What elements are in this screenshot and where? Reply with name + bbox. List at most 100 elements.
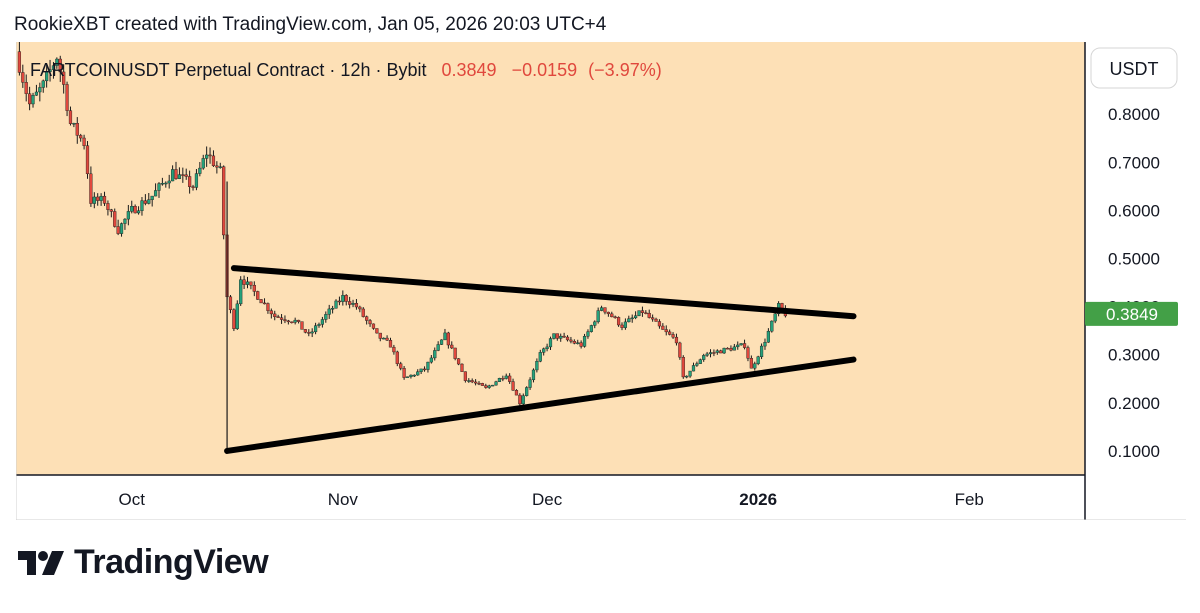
candle-body — [446, 332, 450, 346]
candle-body — [106, 203, 110, 210]
candle-body — [249, 281, 253, 286]
candle-body — [773, 313, 777, 322]
candle-body — [548, 338, 553, 348]
candle-body — [113, 211, 117, 227]
candle-body — [136, 210, 141, 214]
candle-body — [324, 314, 328, 320]
time-axis[interactable] — [16, 475, 1085, 520]
candle-body — [21, 72, 25, 83]
currency-button[interactable]: USDT — [1090, 47, 1178, 89]
candle-body — [68, 110, 73, 124]
candle-body — [72, 123, 76, 125]
plot-background[interactable] — [16, 42, 1085, 475]
candle-body — [691, 365, 696, 372]
candle-body — [698, 359, 702, 364]
candle-body — [164, 182, 168, 185]
candle-body — [725, 347, 730, 350]
candle-body — [433, 350, 437, 359]
candle-body — [51, 65, 56, 70]
candle-body — [419, 368, 423, 372]
candle-body — [296, 319, 301, 322]
candle-body — [41, 80, 45, 88]
candle-body — [729, 348, 733, 351]
candle-body — [525, 387, 529, 396]
candle-body — [562, 335, 566, 338]
candle-body — [188, 176, 192, 187]
candle-body — [310, 331, 314, 334]
time-tick-label: Nov — [328, 490, 359, 509]
candle-body — [293, 319, 297, 323]
trendline-lower[interactable] — [224, 356, 857, 454]
candle-body — [623, 321, 627, 328]
candle-body — [429, 357, 433, 363]
candle-body — [739, 343, 743, 346]
candle-body — [133, 206, 137, 214]
candle-body — [344, 295, 348, 302]
candle-body — [205, 154, 209, 159]
candle-body — [320, 319, 325, 325]
candle-body — [484, 385, 488, 388]
candle-body — [177, 174, 182, 179]
candle-body — [48, 69, 52, 73]
candle-body — [545, 346, 549, 350]
price-chart[interactable]: 0.10000.20000.30000.40000.50000.60000.70… — [16, 42, 1186, 520]
chart-legend: FARTCOINUSDT Perpetual Contract · 12h · … — [30, 60, 662, 80]
candle-body — [579, 342, 583, 347]
candle-body — [616, 317, 621, 326]
candle-body — [467, 380, 471, 382]
candle-body — [610, 313, 614, 318]
candle-body — [174, 169, 178, 179]
candle-body — [409, 374, 413, 377]
author-header: RookieXBT created with TradingView.com, … — [14, 14, 607, 35]
candle-body — [634, 315, 638, 319]
candle-body — [28, 93, 32, 105]
candle-body — [521, 395, 525, 405]
candle-body — [613, 316, 617, 319]
candle-body — [361, 308, 365, 317]
candle-body — [228, 296, 233, 310]
candle-body — [143, 200, 147, 204]
candle-body — [211, 155, 216, 167]
candle-body — [651, 317, 655, 320]
candle-body — [596, 310, 600, 323]
candle-body — [668, 331, 672, 335]
candle-body — [654, 318, 658, 322]
candle-body — [130, 206, 134, 212]
candle-body — [55, 58, 59, 66]
candle-body — [708, 352, 713, 355]
candle-body — [453, 347, 457, 359]
candle-body — [753, 363, 757, 369]
candle-body — [606, 311, 610, 315]
trendline-upper[interactable] — [230, 265, 857, 320]
candle-body — [358, 306, 362, 310]
candle-body — [378, 332, 382, 339]
candle-body — [657, 321, 662, 327]
candle-body — [348, 301, 352, 305]
candle-body — [337, 300, 342, 303]
candle-body — [235, 303, 239, 329]
candle-body — [109, 209, 113, 212]
candle-body — [674, 336, 679, 344]
candle-body — [416, 371, 420, 376]
candle-body — [589, 325, 593, 332]
candle-body — [102, 195, 107, 204]
candle-body — [194, 173, 199, 188]
price-axis[interactable] — [1085, 42, 1186, 475]
candle-body — [201, 158, 205, 169]
candle-body — [497, 377, 502, 382]
candle-body — [160, 183, 164, 185]
candle-body — [766, 330, 770, 343]
candle-body — [756, 356, 760, 364]
candle-body — [555, 333, 559, 339]
chart-area[interactable]: 0.10000.20000.30000.40000.50000.60000.70… — [16, 42, 1186, 520]
candle-body — [153, 190, 158, 197]
candle-body — [276, 316, 280, 318]
candle-body — [603, 307, 607, 313]
candle-body — [82, 137, 86, 146]
candle-body — [334, 300, 338, 309]
candle-body — [647, 312, 651, 318]
candle-body — [269, 310, 273, 315]
candle-body — [171, 169, 175, 182]
candle-body — [514, 390, 519, 396]
price-ticks: 0.10000.20000.30000.40000.50000.60000.70… — [1108, 105, 1160, 461]
